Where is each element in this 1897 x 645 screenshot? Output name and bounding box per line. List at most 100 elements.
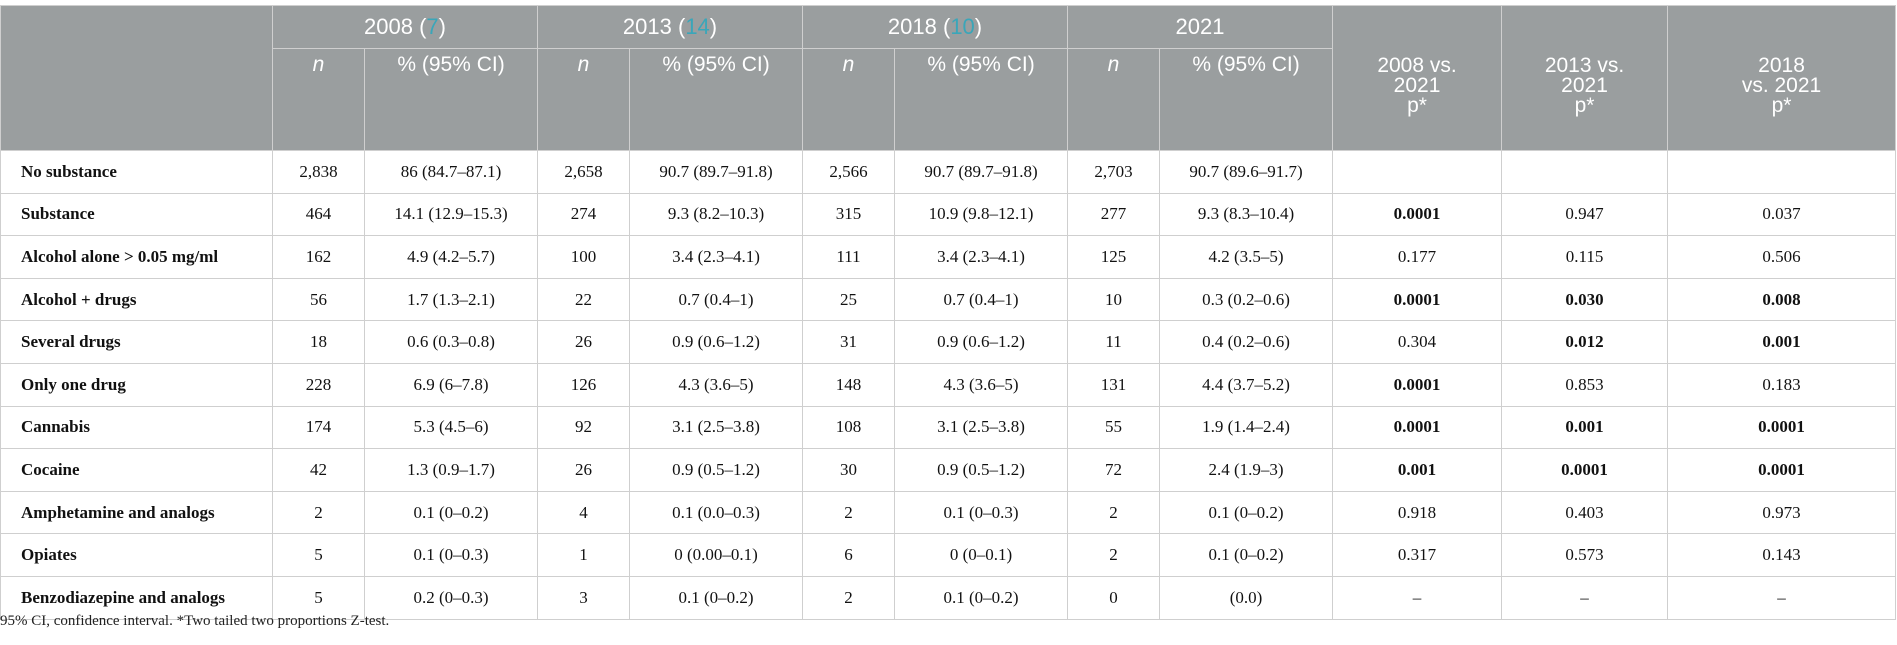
p-value: 0.030 (1565, 289, 1604, 309)
row-label: Alcohol alone > 0.05 mg/ml (0, 235, 273, 279)
p-value: – (1777, 587, 1786, 607)
p-value: 0.001 (1397, 459, 1437, 479)
table-header: 2008 (7) 2013 (14) 2018 (10) 2021 2008 vs. 20… (0, 5, 1897, 151)
ci-subheader: % (95% CI) (894, 48, 1069, 151)
percent-ci-cell: (0.0) (1159, 575, 1334, 620)
p-value-cell: 0.037 (1667, 192, 1897, 237)
ci-subheader: % (95% CI) (1159, 48, 1334, 151)
ref-open: ( (936, 14, 951, 39)
percent-ci-cell: 4.9 (4.2–5.7) (363, 235, 539, 279)
row-label: Several drugs (0, 320, 273, 364)
percent-ci-cell: 4.4 (3.7–5.2) (1159, 362, 1334, 407)
percent-ci-cell: 1.9 (1.4–2.4) (1159, 405, 1334, 450)
percent-ci-cell: 0.7 (0.4–1) (629, 277, 804, 322)
percent-ci-cell: 90.7 (89.7–91.8) (894, 150, 1069, 194)
percent-ci-cell: 0.2 (0–0.3) (363, 575, 539, 620)
table-row: Cannabis 174 5.3 (4.5–6) 92 3.1 (2.5–3.8) 108… (0, 405, 1897, 450)
p-value-cell: 0.317 (1332, 533, 1503, 577)
p-value-cell: 0.183 (1667, 362, 1897, 407)
table-row: Amphetamine and analogs 2 0.1 (0–0.2) 4 0.1 … (0, 490, 1897, 535)
year-group-header: 2021 (1067, 5, 1334, 49)
percent-ci-cell: 86 (84.7–87.1) (363, 150, 539, 194)
count-cell: 26 (537, 320, 631, 364)
p-value-cell: 0.030 (1501, 277, 1669, 322)
reference-link[interactable]: 14 (685, 14, 710, 39)
count-cell: 2 (802, 490, 896, 535)
p-value-cell: 0.001 (1332, 448, 1503, 492)
percent-ci-cell: 2.4 (1.9–3) (1159, 448, 1334, 492)
year-group-header: 2018 (10) (802, 5, 1069, 49)
count-cell: 174 (272, 405, 365, 450)
p-value: 0.177 (1397, 246, 1437, 266)
percent-ci-cell: 10.9 (9.8–12.1) (894, 192, 1069, 237)
p-header-line: p* (1771, 94, 1792, 117)
count-cell: 464 (272, 192, 365, 237)
count-cell: 22 (537, 277, 631, 322)
p-value-cell: 0.0001 (1667, 405, 1897, 450)
count-cell: 3 (537, 575, 631, 620)
row-label: Opiates (0, 533, 273, 577)
count-cell: 315 (802, 192, 896, 237)
ref-open: ( (412, 14, 427, 39)
count-cell: 2,658 (537, 150, 631, 194)
percent-ci-cell: 14.1 (12.9–15.3) (363, 192, 539, 237)
reference-link[interactable]: 7 (426, 14, 439, 39)
p-value: 0.012 (1565, 332, 1604, 352)
p-value-cell: 0.918 (1332, 490, 1503, 535)
p-value: 0.506 (1762, 246, 1801, 266)
count-cell: 11 (1067, 320, 1161, 364)
percent-ci-cell: 1.3 (0.9–1.7) (363, 448, 539, 492)
ref-close: ) (974, 14, 983, 39)
ci-subheader: % (95% CI) (363, 48, 539, 151)
percent-ci-cell: 0 (0–0.1) (894, 533, 1069, 577)
p-value-cell: 0.0001 (1332, 405, 1503, 450)
p-value-cell (1332, 150, 1503, 194)
p-value: 0.143 (1762, 545, 1801, 565)
p-value-header: 2008 vs. 2021 p* (1332, 5, 1503, 151)
row-label: Substance (0, 192, 273, 237)
percent-ci-cell: 3.1 (2.5–3.8) (629, 405, 804, 450)
row-label: Cocaine (0, 448, 273, 492)
p-value-cell: 0.115 (1501, 235, 1669, 279)
p-value-cell (1667, 150, 1897, 194)
p-value: 0.008 (1762, 289, 1801, 309)
p-value-cell: – (1501, 575, 1669, 620)
row-label: Only one drug (0, 362, 273, 407)
substance-prevalence-table: 2008 (7) 2013 (14) 2018 (10) 2021 2008 vs. 20… (0, 5, 1897, 620)
count-cell: 30 (802, 448, 896, 492)
table-footnote: 95% CI, confidence interval. *Two tailed… (0, 613, 390, 629)
percent-ci-cell: 0.9 (0.6–1.2) (894, 320, 1069, 364)
percent-ci-cell: 90.7 (89.6–91.7) (1159, 150, 1334, 194)
percent-ci-cell: 4.3 (3.6–5) (894, 362, 1069, 407)
p-value-cell: 0.304 (1332, 320, 1503, 364)
percent-ci-cell: 9.3 (8.2–10.3) (629, 192, 804, 237)
p-value-cell: 0.012 (1501, 320, 1669, 364)
p-value: 0.001 (1762, 332, 1801, 352)
count-cell: 92 (537, 405, 631, 450)
reference-link[interactable]: 10 (950, 14, 975, 39)
p-value-cell: 0.0001 (1332, 192, 1503, 237)
row-label: No substance (0, 150, 273, 194)
count-cell: 31 (802, 320, 896, 364)
p-header-line: 2008 vs. (1377, 54, 1457, 77)
p-value: 0.001 (1565, 417, 1604, 437)
count-cell: 2 (1067, 533, 1161, 577)
ci-subheader: % (95% CI) (629, 48, 804, 151)
p-value: – (1412, 587, 1422, 607)
count-cell: 55 (1067, 405, 1161, 450)
p-value: 0.973 (1762, 502, 1801, 522)
p-header-line: 2021 (1561, 74, 1608, 97)
percent-ci-cell: 3.4 (2.3–4.1) (894, 235, 1069, 279)
p-value-header: 2013 vs. 2021 p* (1501, 5, 1669, 151)
count-cell: 108 (802, 405, 896, 450)
percent-ci-cell: 1.7 (1.3–2.1) (363, 277, 539, 322)
count-cell: 2 (272, 490, 365, 535)
year-label: 2018 (887, 14, 937, 39)
year-group-header: 2008 (7) (271, 5, 539, 49)
p-value: 0.0001 (1393, 417, 1441, 437)
count-cell: 131 (1067, 362, 1161, 407)
table-row: Only one drug 228 6.9 (6–7.8) 126 4.3 (3.6–5… (0, 362, 1897, 407)
percent-ci-cell: 0 (0.00–0.1) (629, 533, 804, 577)
table-row: Opiates 5 0.1 (0–0.3) 1 0 (0.00–0.1) 6 0 (0–0.… (0, 533, 1897, 577)
p-value-cell (1501, 150, 1669, 194)
